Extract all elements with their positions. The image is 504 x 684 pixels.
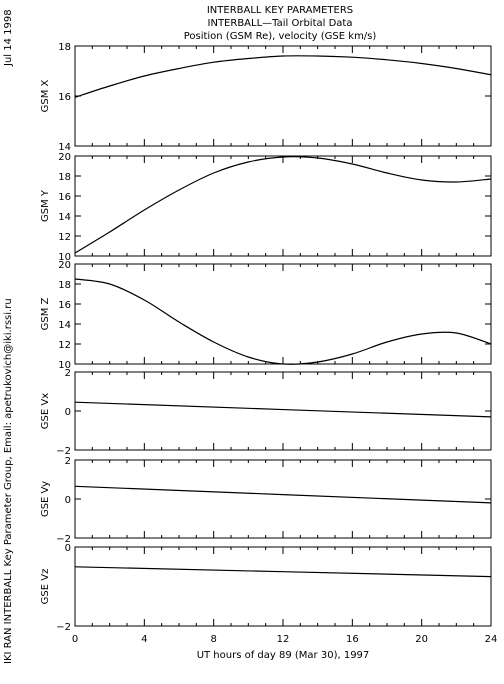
y-tick-label: 16 xyxy=(58,192,71,203)
series-line xyxy=(74,485,492,504)
plot-frame xyxy=(74,371,492,451)
y-axis-label: GSM Y xyxy=(40,189,51,222)
y-axis-label: GSE Vz xyxy=(40,569,51,605)
plot-frame xyxy=(74,459,492,539)
y-axis-label: GSE Vx xyxy=(40,393,51,429)
x-axis-label: UT hours of day 89 (Mar 30), 1997 xyxy=(197,650,370,661)
y-tick-label: 2 xyxy=(65,456,71,467)
y-tick-label: 14 xyxy=(58,320,71,331)
x-tick-label: 16 xyxy=(346,634,359,645)
x-tick-label: 24 xyxy=(485,634,498,645)
y-tick-label: 10 xyxy=(58,252,71,263)
y-axis-label: GSE Vy xyxy=(40,481,51,517)
plot-frame xyxy=(74,546,492,627)
series-line xyxy=(74,278,492,365)
y-tick-label: 12 xyxy=(58,340,71,351)
y-tick-label: 14 xyxy=(58,212,71,223)
series-line xyxy=(74,401,492,418)
chart-caption: Position (GSM Re), velocity (GSE km/s) xyxy=(183,31,377,42)
y-tick-label: 16 xyxy=(58,300,71,311)
y-tick-label: −2 xyxy=(56,622,71,633)
y-axis-label: GSM Z xyxy=(40,297,51,330)
x-tick-label: 8 xyxy=(210,634,216,645)
series-line xyxy=(74,156,492,254)
chart-title: INTERBALL KEY PARAMETERS xyxy=(206,5,354,16)
chart-subtitle: INTERBALL—Tail Orbital Data xyxy=(207,18,353,29)
y-tick-label: −2 xyxy=(56,534,71,545)
y-tick-label: 20 xyxy=(58,260,71,271)
y-tick-label: 16 xyxy=(58,92,71,103)
x-tick-label: 20 xyxy=(415,634,428,645)
x-tick-label: 4 xyxy=(141,634,147,645)
plot-frame xyxy=(74,45,492,147)
y-tick-label: 20 xyxy=(58,152,71,163)
y-tick-label: 0 xyxy=(65,495,71,506)
plot-frame xyxy=(74,263,492,365)
y-tick-label: 2 xyxy=(65,368,71,379)
y-tick-label: 18 xyxy=(58,42,71,53)
y-tick-label: 18 xyxy=(58,172,71,183)
y-tick-label: 10 xyxy=(58,360,71,371)
y-tick-label: −2 xyxy=(56,446,71,457)
x-tick-label: 12 xyxy=(277,634,290,645)
series-line xyxy=(74,566,492,578)
y-tick-label: 0 xyxy=(65,407,71,418)
y-tick-label: 14 xyxy=(58,142,71,153)
series-line xyxy=(74,55,492,98)
y-tick-label: 18 xyxy=(58,280,71,291)
y-tick-label: 12 xyxy=(58,232,71,243)
y-tick-label: 0 xyxy=(65,543,71,554)
x-tick-label: 0 xyxy=(72,634,78,645)
y-axis-label: GSM X xyxy=(40,79,51,112)
plot-frame xyxy=(74,155,492,257)
